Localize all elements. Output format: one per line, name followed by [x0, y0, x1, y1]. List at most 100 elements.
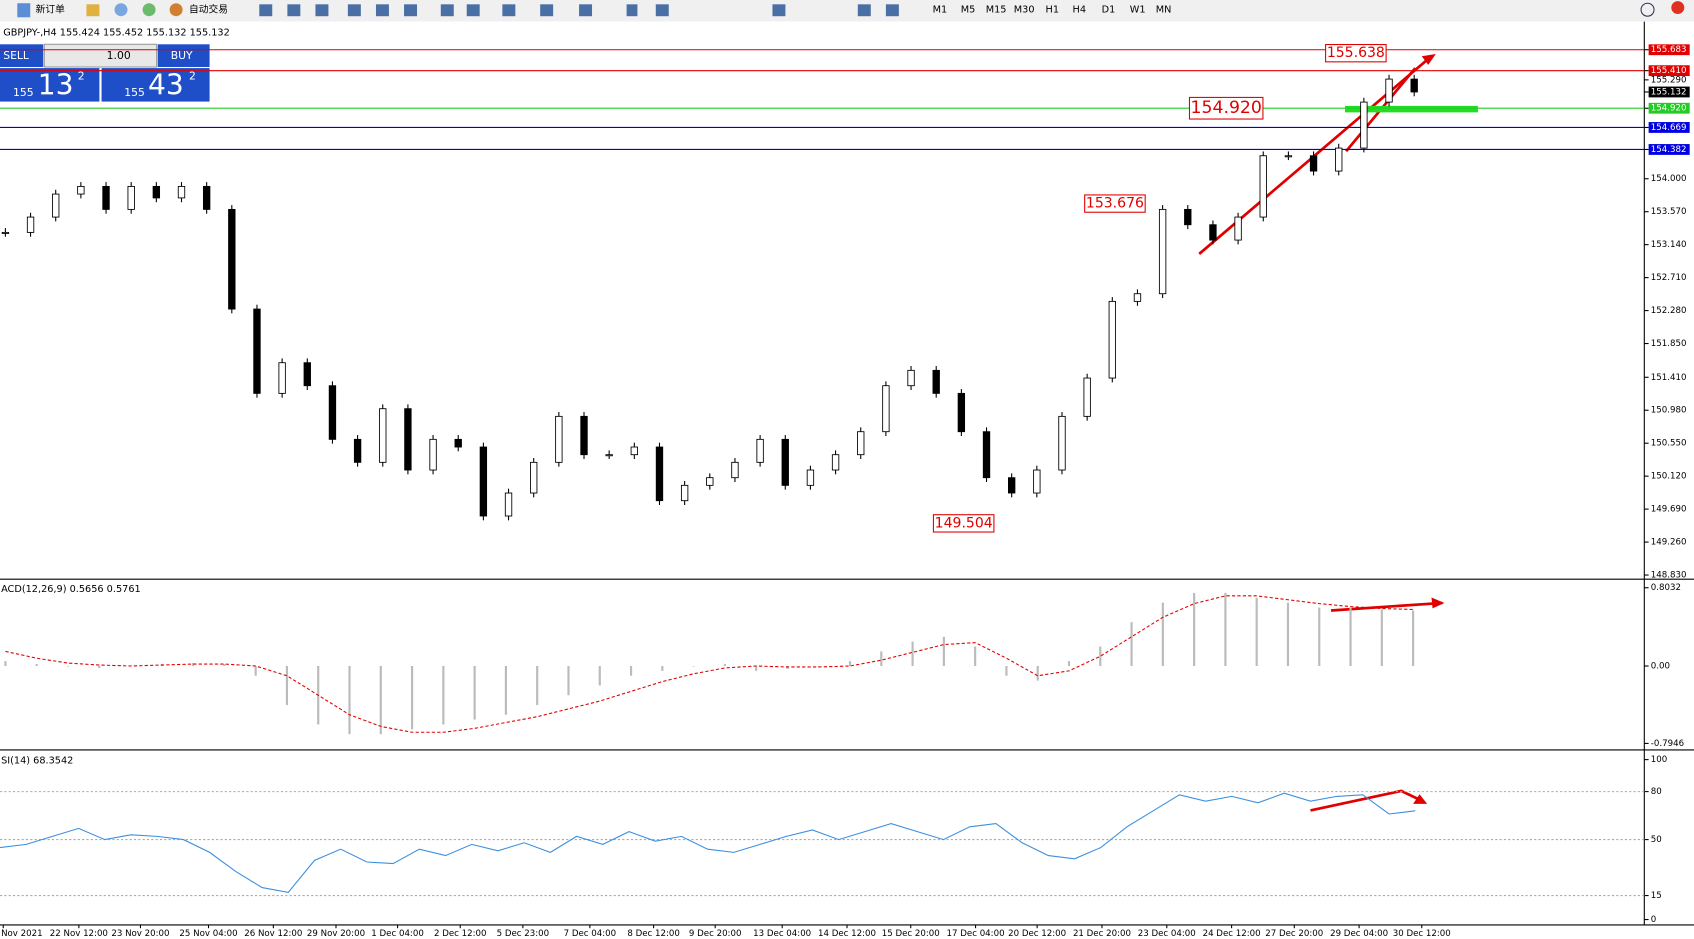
x-tick-label: 14 Dec 12:00: [818, 929, 876, 939]
new-order-button[interactable]: 新订单: [36, 3, 65, 16]
candle-body: [26, 216, 35, 233]
icon[interactable]: [347, 4, 361, 17]
macd-bar: [817, 666, 820, 667]
timeframe-button[interactable]: M5: [961, 5, 976, 16]
timeframe-button[interactable]: MN: [1156, 5, 1172, 16]
lots-box[interactable]: [43, 43, 158, 68]
icon[interactable]: [885, 4, 899, 17]
icon[interactable]: [466, 4, 480, 17]
y-tick-label: 154.669: [1651, 123, 1687, 133]
macd-bar: [254, 666, 257, 676]
candle-body: [580, 415, 588, 456]
search-icon[interactable]: [1640, 2, 1655, 17]
icon[interactable]: [502, 4, 516, 17]
new-order-icon[interactable]: [17, 3, 31, 18]
x-tick-label: 30 Dec 12:00: [1393, 929, 1451, 939]
macd-bar: [192, 663, 195, 667]
macd-bar: [880, 651, 883, 667]
macd-bar: [1067, 661, 1071, 667]
icon[interactable]: [404, 4, 418, 17]
candle-body: [278, 362, 286, 394]
icon[interactable]: [86, 4, 100, 17]
y-tick-label: 149.690: [1651, 505, 1687, 515]
buy-price-big: 155: [124, 86, 145, 99]
icon[interactable]: [857, 4, 871, 17]
candle-body: [1284, 155, 1293, 158]
timeframe-button[interactable]: M30: [1014, 5, 1035, 16]
icon[interactable]: [375, 4, 389, 17]
icon[interactable]: [259, 4, 273, 17]
y-tick-label: 155.683: [1651, 45, 1687, 55]
timeframe-button[interactable]: D1: [1102, 5, 1116, 16]
macd-bar: [942, 636, 945, 667]
macd-bar: [692, 666, 695, 667]
macd-bar: [285, 666, 289, 705]
candle-body: [328, 385, 337, 440]
y-tick-label: 50: [1651, 835, 1662, 845]
x-tick-label: 21 Dec 20:00: [1073, 929, 1131, 939]
timeframe-button[interactable]: M15: [986, 5, 1007, 16]
timeframe-button[interactable]: M1: [933, 5, 948, 16]
chart-header: GBPJPY-,H4 155.424 155.452 155.132 155.1…: [3, 27, 230, 38]
candle-body: [1360, 101, 1368, 149]
icon[interactable]: [772, 4, 786, 17]
rsi-line: [0, 792, 1416, 893]
lots-input[interactable]: 1.00: [107, 49, 131, 62]
candle-body: [177, 185, 186, 199]
buy-price-box[interactable]: [101, 68, 210, 102]
timeframe-button[interactable]: W1: [1130, 5, 1146, 16]
icon[interactable]: [315, 4, 329, 17]
annotation: 153.676: [1086, 196, 1144, 212]
candle-body: [127, 185, 135, 210]
macd-bar: [504, 666, 507, 715]
x-tick-label: 8 Dec 12:00: [627, 929, 680, 939]
candle-body: [303, 362, 311, 387]
annotation-box: [1325, 44, 1387, 63]
candle-body: [680, 484, 689, 502]
notification-icon[interactable]: [1671, 1, 1685, 15]
toolbar: [0, 0, 1694, 22]
support-zone: [1345, 105, 1478, 113]
auto-trade-button[interactable]: 自动交易: [189, 3, 228, 16]
macd-bar: [723, 664, 726, 667]
candle-body: [831, 454, 840, 471]
macd-bar: [66, 666, 70, 667]
macd-bar: [1130, 622, 1133, 667]
x-tick-label: 25 Nov 04:00: [179, 929, 237, 939]
annotation-box: [932, 514, 995, 533]
icon[interactable]: [540, 4, 554, 17]
sell-price-box[interactable]: [0, 68, 100, 102]
sell-label[interactable]: SELL: [3, 49, 29, 62]
y-tick-label: -0.7946: [1651, 739, 1684, 749]
x-tick-label: 24 Dec 12:00: [1203, 929, 1261, 939]
candle-body: [504, 492, 513, 517]
candle-body: [1058, 415, 1066, 471]
icon[interactable]: [579, 4, 593, 17]
price-label-bg: [1648, 144, 1690, 155]
x-tick-label: 2 Dec 12:00: [434, 929, 487, 939]
annotation: 154.920: [1191, 98, 1262, 118]
candle-body: [1410, 78, 1418, 93]
candle-body: [957, 392, 966, 433]
sell-price-pips: 13: [38, 68, 74, 101]
icon[interactable]: [655, 4, 669, 17]
candle-body: [1209, 224, 1217, 241]
icon[interactable]: [440, 4, 454, 17]
buy-label[interactable]: BUY: [171, 49, 193, 62]
timeframe-button[interactable]: H1: [1046, 5, 1059, 16]
macd-bar: [1349, 607, 1352, 667]
icon[interactable]: [114, 3, 128, 17]
candle-body: [454, 438, 462, 448]
macd-bar: [1255, 597, 1258, 667]
icon[interactable]: [142, 3, 156, 17]
icon[interactable]: [626, 4, 638, 17]
auto-trade-icon[interactable]: [169, 3, 183, 17]
price-label-bg: [1648, 44, 1690, 56]
y-tick-label: 153.140: [1651, 240, 1687, 250]
candle-body: [982, 431, 991, 479]
candle-body: [605, 454, 613, 457]
x-tick-label: 13 Dec 04:00: [753, 929, 811, 939]
icon[interactable]: [287, 4, 301, 17]
timeframe-button[interactable]: H4: [1073, 5, 1086, 16]
